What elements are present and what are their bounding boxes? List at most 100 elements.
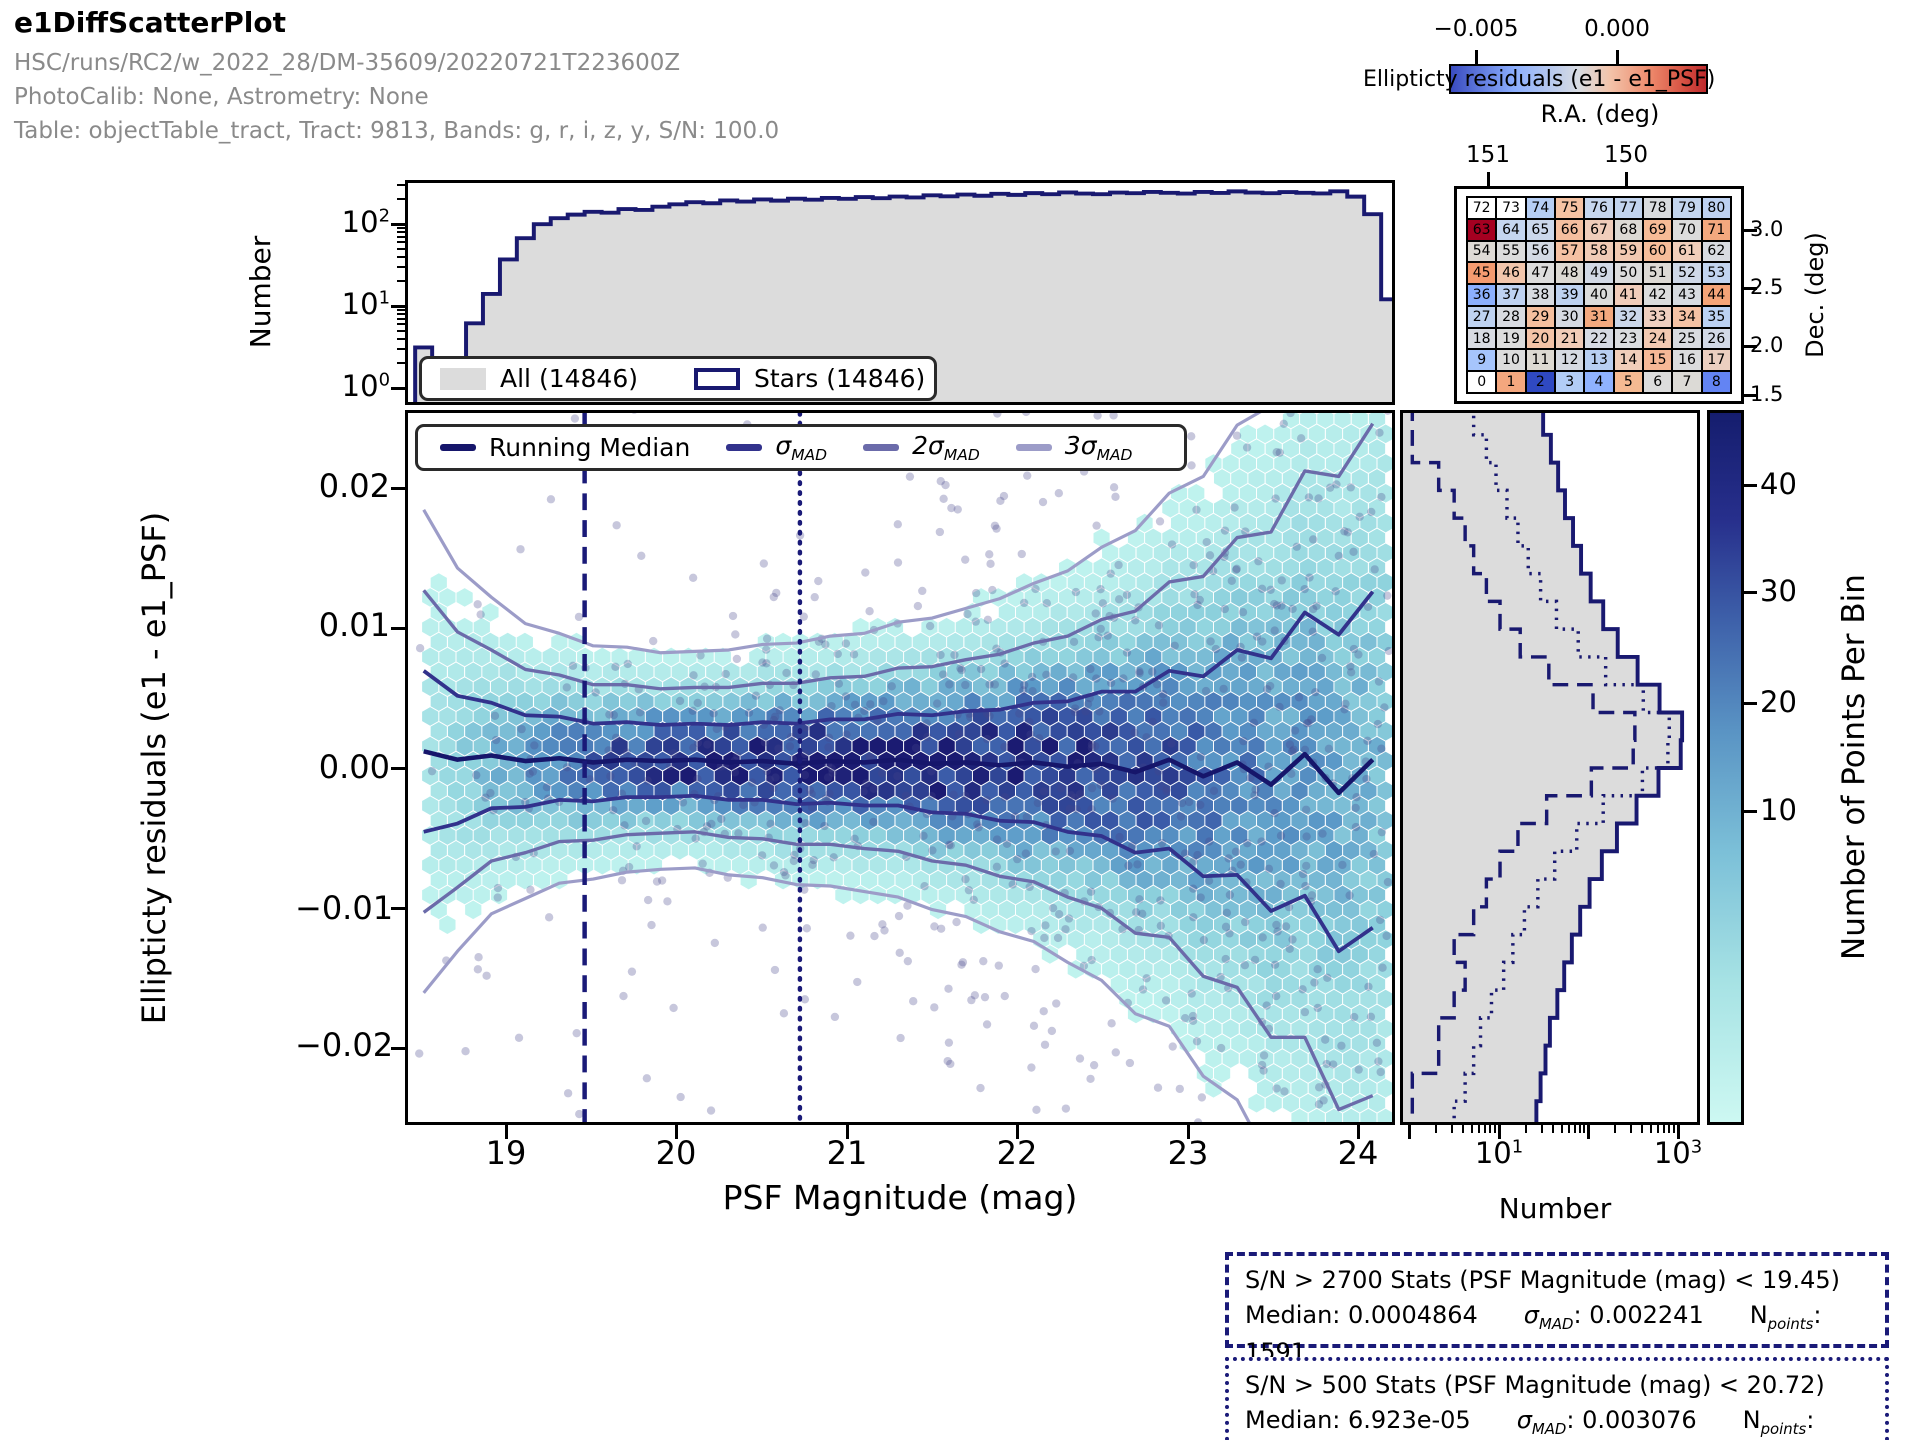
skymap-ra-label: R.A. (deg) (1540, 100, 1660, 128)
x-axis-tick (1186, 1125, 1190, 1139)
three-sigma-mad-label: 3σMAD (1064, 431, 1133, 464)
skymap-cell-27: 27 (1468, 306, 1496, 327)
skymap-cell-66: 66 (1556, 219, 1584, 240)
right-hist-minor-tick (1551, 1125, 1554, 1133)
skymap-cell-28: 28 (1497, 306, 1525, 327)
skymap-cell-4: 4 (1585, 372, 1613, 392)
top-hist-minor-tick (397, 329, 405, 332)
histogram-legend: All (14846) Stars (14846) (419, 356, 937, 401)
right-hist-minor-tick (1663, 1125, 1666, 1133)
skymap-cell-51: 51 (1644, 263, 1672, 284)
right-hist-minor-tick (1630, 1125, 1633, 1133)
skymap-cell-14: 14 (1614, 350, 1642, 371)
scatter-plot-panel (405, 410, 1395, 1125)
skymap-cell-22: 22 (1585, 328, 1613, 349)
skymap-cell-16: 16 (1673, 350, 1701, 371)
plot-title: e1DiffScatterPlot (14, 6, 286, 39)
right-hist-tick-label: 101 (1474, 1136, 1524, 1170)
x-tick-label: 22 (996, 1134, 1038, 1172)
dec-tick-label: 2.5 (1750, 275, 1784, 299)
skymap-cell-26: 26 (1702, 328, 1730, 349)
right-hist-all-fill (1403, 413, 1683, 1122)
top-hist-minor-tick (397, 230, 405, 233)
top-hist-minor-tick (397, 241, 405, 244)
x-axis-tick (1357, 1125, 1360, 1139)
skymap-cell-12: 12 (1556, 350, 1584, 371)
ra-tick-label: 151 (1466, 142, 1510, 168)
skymap-cell-17: 17 (1702, 350, 1730, 371)
running-median-swatch (440, 444, 476, 451)
right-hist-sn500-step (1452, 413, 1671, 1122)
right-hist-minor-tick (1484, 1125, 1487, 1133)
colorbar-tick-label: 10 (1760, 793, 1797, 827)
skymap-cell-76: 76 (1585, 198, 1613, 218)
top-hist-minor-tick (397, 235, 405, 238)
skymap-cell-60: 60 (1644, 241, 1672, 262)
skymap-cell-13: 13 (1585, 350, 1613, 371)
skymap-cell-31: 31 (1585, 306, 1613, 327)
y-axis-tick (391, 486, 405, 490)
skymap-cell-56: 56 (1526, 241, 1554, 262)
skymap-cell-48: 48 (1556, 263, 1584, 284)
skymap-cell-24: 24 (1644, 328, 1672, 349)
skymap-cell-0: 0 (1468, 372, 1496, 392)
x-tick-label: 20 (655, 1134, 697, 1172)
residual-colorbar-tick: 0.000 (1584, 16, 1650, 42)
skymap-cell-52: 52 (1673, 263, 1701, 284)
top-hist-tick-label: 102 (341, 205, 390, 239)
top-hist-minor-tick (397, 265, 405, 268)
sigma-mad-label: σMAD (775, 431, 828, 464)
top-hist-major-tick (391, 386, 405, 390)
skymap-cell-67: 67 (1585, 219, 1613, 240)
y-tick-label: 0.01 (318, 606, 390, 644)
top-hist-minor-tick (397, 198, 405, 201)
skymap-cell-70: 70 (1673, 219, 1701, 240)
skymap-grid: 72 73 74 75 76 77 78 79 80 63 64 65 66 67 68 69 70 71 54 55… (1466, 196, 1732, 394)
top-hist-minor-tick (397, 255, 405, 258)
right-hist-minor-tick (1478, 1125, 1481, 1133)
skymap-cell-41: 41 (1614, 285, 1642, 305)
skymap-cell-43: 43 (1673, 285, 1701, 305)
right-hist-minor-tick (1573, 1125, 1576, 1133)
skymap-cell-64: 64 (1497, 219, 1525, 240)
panel-top-hist-svg (413, 189, 1392, 402)
colorbar-tick (1744, 809, 1757, 813)
skymap-cell-53: 53 (1702, 263, 1730, 284)
skymap-cell-58: 58 (1585, 241, 1613, 262)
stats-box-sn500: S/N > 500 Stats (PSF Magnitude (mag) < 2… (1225, 1357, 1889, 1440)
right-hist-minor-tick (1560, 1125, 1563, 1133)
all-series-swatch (440, 367, 486, 390)
skymap-cell-32: 32 (1614, 306, 1642, 327)
top-hist-major-tick (391, 222, 405, 226)
skymap-cell-65: 65 (1526, 219, 1554, 240)
right-hist-tick-label: 103 (1653, 1136, 1703, 1170)
stats-box-sn2700: S/N > 2700 Stats (PSF Magnitude (mag) < … (1225, 1252, 1889, 1366)
right-hist-minor-tick (1614, 1125, 1617, 1133)
panel-right-hist-svg (1403, 413, 1685, 1122)
colorbar-tick (1744, 483, 1757, 487)
colorbar-tick (1744, 590, 1757, 594)
skymap-cell-73: 73 (1497, 198, 1525, 218)
residual-colorbar-tick: −0.005 (1433, 16, 1519, 42)
skymap-cell-47: 47 (1526, 263, 1554, 284)
x-tick-label: 19 (485, 1134, 527, 1172)
top-hist-tick-label: 101 (341, 287, 390, 321)
two-sigma-mad-swatch (863, 444, 900, 451)
running-median-label: Running Median (489, 433, 691, 462)
top-hist-y-label: Number (244, 235, 277, 349)
skymap-cell-39: 39 (1556, 285, 1584, 305)
skymap-cell-38: 38 (1526, 285, 1554, 305)
panel-main-svg (415, 413, 1392, 1122)
scatter-legend: Running Median σMAD 2σMAD 3σMAD (415, 424, 1187, 471)
3-sigma-mad-line-lower (422, 866, 1251, 1122)
colorbar-tick-label: 20 (1760, 685, 1797, 719)
right-hist-all-step (1534, 413, 1685, 1122)
right-hist-minor-tick (1451, 1125, 1454, 1133)
y-tick-label: −0.01 (295, 889, 394, 927)
skymap-cell-2: 2 (1526, 372, 1554, 392)
3-sigma-mad-line-upper (422, 413, 1262, 655)
skymap-cell-59: 59 (1614, 241, 1642, 262)
skymap-cell-21: 21 (1556, 328, 1584, 349)
all-histogram-fill (415, 191, 1392, 402)
